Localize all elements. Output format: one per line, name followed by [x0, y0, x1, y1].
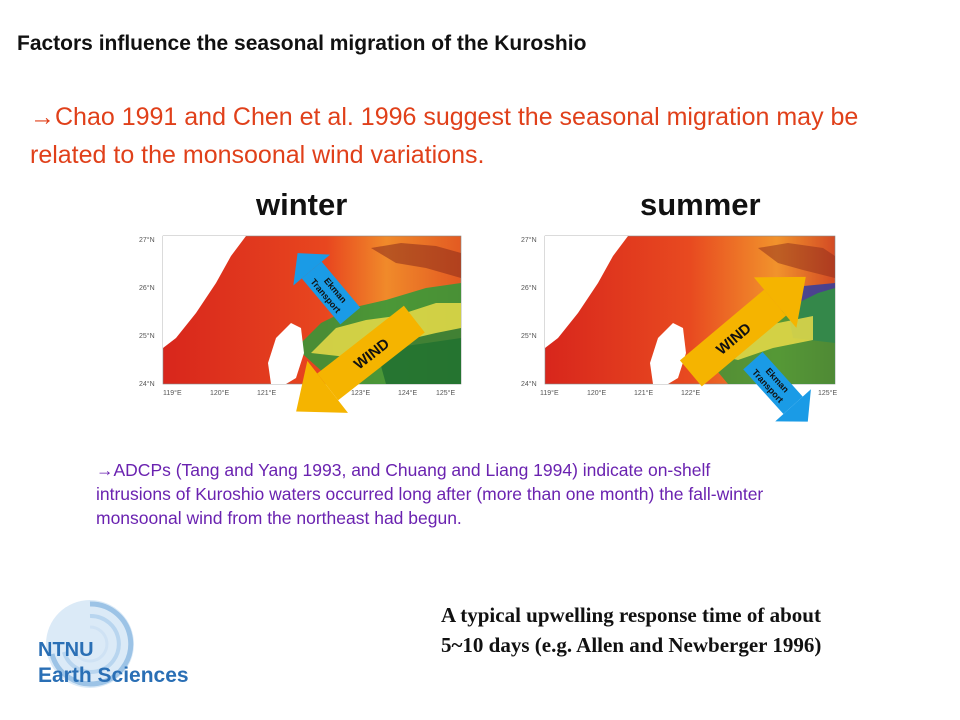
lon-tick: 124°E: [398, 389, 417, 397]
note-line: 5~10 days (e.g. Allen and Newberger 1996…: [441, 633, 822, 657]
bullet-chao-chen: →Chao 1991 and Chen et al. 1996 suggest …: [30, 98, 910, 174]
lon-tick: 119°E: [540, 389, 559, 397]
arrow-bullet-icon: →: [96, 460, 114, 480]
lat-tick: 26°N: [521, 284, 537, 292]
lon-tick: 123°E: [351, 389, 370, 397]
lon-tick: 121°E: [257, 389, 276, 397]
slide-title: Factors influence the seasonal migration…: [17, 32, 587, 55]
lon-tick: 120°E: [210, 389, 229, 397]
wind-arrow-icon: WIND: [679, 276, 806, 387]
lat-tick: 24°N: [521, 380, 537, 388]
ekman-arrow-icon: Ekman Transport: [293, 253, 361, 325]
lat-tick: 24°N: [139, 380, 155, 388]
summer-map-graphic: 27°N 26°N 25°N 24°N 119°E 120°E 121°E 12…: [521, 235, 837, 422]
lat-tick: 26°N: [139, 284, 155, 292]
bullet-text: Chao 1991 and Chen et al. 1996 suggest t…: [30, 103, 859, 169]
lon-tick: 122°E: [681, 389, 700, 397]
lon-tick: 119°E: [163, 389, 182, 397]
lat-tick: 27°N: [521, 236, 537, 244]
note-line: A typical upwelling response time of abo…: [441, 603, 821, 627]
lat-tick: 25°N: [521, 332, 537, 340]
logo-text-top: NTNU: [38, 639, 94, 661]
summer-map: 27°N 26°N 25°N 24°N 119°E 120°E 121°E 12…: [518, 228, 848, 438]
logo-graphic: NTNU Earth Sciences: [38, 600, 189, 688]
lon-tick: 125°E: [436, 389, 455, 397]
lon-tick: 120°E: [587, 389, 606, 397]
winter-label: winter: [256, 187, 348, 222]
logo-text-bottom: Earth Sciences: [38, 664, 189, 687]
ntnu-earth-sciences-logo: NTNU Earth Sciences: [30, 594, 260, 699]
lon-tick: 125°E: [818, 389, 837, 397]
winter-map: 27°N 26°N 25°N 24°N 119°E 120°E 121°E 12…: [136, 228, 466, 438]
lat-tick: 25°N: [139, 332, 155, 340]
arrow-bullet-icon: →: [30, 103, 55, 131]
bullet-text: ADCPs (Tang and Yang 1993, and Chuang an…: [96, 460, 764, 528]
summer-label: summer: [640, 187, 761, 222]
bullet-adcps: →ADCPs (Tang and Yang 1993, and Chuang a…: [96, 458, 776, 530]
upwelling-note: A typical upwelling response time of abo…: [441, 600, 951, 660]
lon-tick: 121°E: [634, 389, 653, 397]
winter-map-graphic: 27°N 26°N 25°N 24°N 119°E 120°E 121°E 12…: [139, 235, 462, 413]
lat-tick: 27°N: [139, 236, 155, 244]
